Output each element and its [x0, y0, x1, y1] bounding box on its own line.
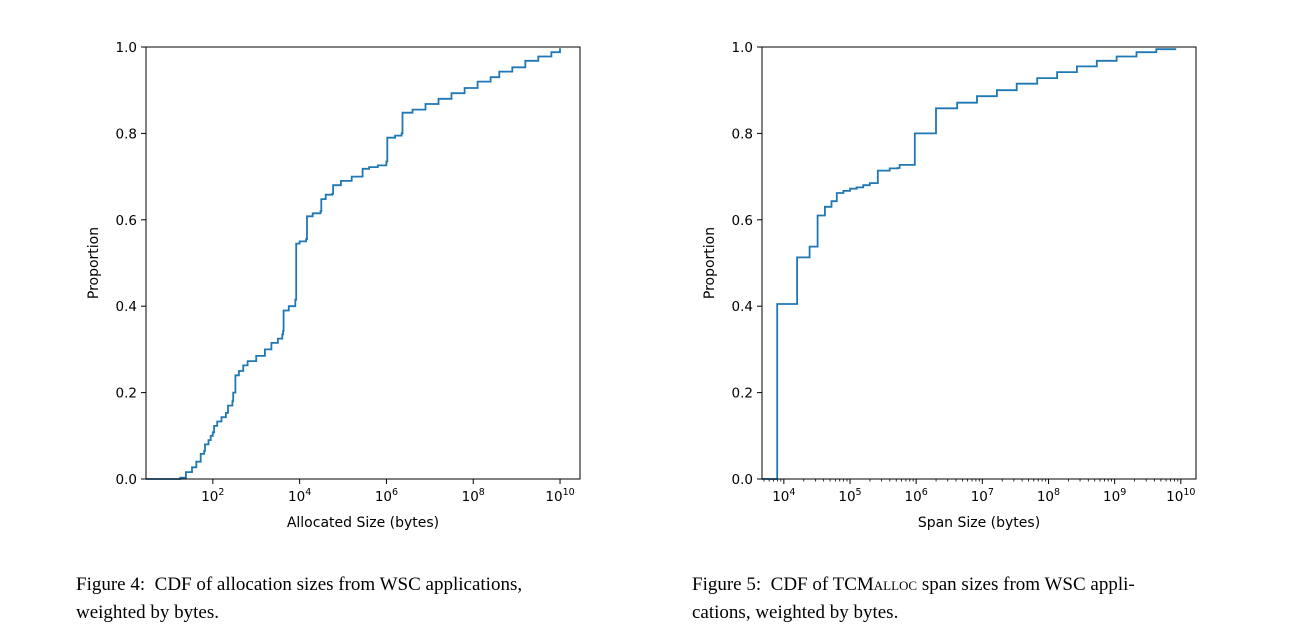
x-tick-exponent: 2 — [218, 487, 224, 498]
x-tick-base: 10 — [772, 489, 789, 505]
figure-4-caption-line-1: Figure 4: CDF of allocation sizes from W… — [76, 571, 656, 599]
x-tick-exponent: 10 — [1183, 487, 1195, 498]
x-tick-label: 108 — [462, 487, 485, 505]
figure-5-ylabel: Proportion — [702, 227, 718, 299]
figure-5-caption-line-2: cations, weighted by bytes. — [692, 602, 899, 623]
y-tick-label: 1.0 — [116, 40, 137, 56]
x-tick-exponent: 7 — [988, 487, 994, 498]
x-tick-label: 104 — [772, 487, 795, 505]
x-tick-label: 106 — [905, 487, 928, 505]
y-tick-label: 0.4 — [732, 299, 753, 315]
y-tick-label: 0.8 — [732, 126, 753, 142]
x-tick-base: 10 — [971, 489, 988, 505]
x-tick-label: 1010 — [1166, 487, 1195, 505]
x-tick-exponent: 5 — [856, 487, 862, 498]
figure-4-caption: Figure 4: CDF of allocation sizes from W… — [76, 571, 656, 627]
x-tick-label: 108 — [1037, 487, 1060, 505]
x-tick-label: 1010 — [545, 487, 574, 505]
x-tick-base: 10 — [545, 489, 562, 505]
y-tick-label: 0.6 — [732, 213, 753, 229]
figure-4-caption-label: Figure 4: — [76, 574, 146, 595]
figure-4-xlabel: Allocated Size (bytes) — [287, 515, 439, 531]
figure-4-caption-text: CDF of allocation sizes from WSC applica… — [154, 574, 523, 595]
x-tick-base: 10 — [375, 489, 392, 505]
y-tick-label: 0.6 — [116, 213, 137, 229]
x-tick-exponent: 10 — [563, 487, 575, 498]
x-tick-exponent: 8 — [479, 487, 485, 498]
figure-5-caption-prefix: CDF of TCM — [770, 574, 874, 595]
x-tick-exponent: 9 — [1120, 487, 1126, 498]
cdf-series-line — [762, 48, 1177, 480]
y-tick-label: 0.2 — [116, 386, 137, 402]
x-tick-exponent: 6 — [392, 487, 398, 498]
axes-frame — [145, 46, 581, 480]
x-tick-base: 10 — [201, 489, 218, 505]
x-tick-label: 105 — [838, 487, 861, 505]
axes-frame — [761, 46, 1197, 480]
x-tick-base: 10 — [462, 489, 479, 505]
x-tick-label: 104 — [288, 487, 311, 505]
figure-5-caption: Figure 5: CDF of TCMalloc span sizes fro… — [692, 571, 1272, 627]
figure-5-caption-line-1: Figure 5: CDF of TCMalloc span sizes fro… — [692, 571, 1272, 599]
x-tick-base: 10 — [1166, 489, 1183, 505]
x-tick-label: 107 — [971, 487, 994, 505]
y-tick-label: 0.4 — [116, 299, 137, 315]
y-tick-label: 0.0 — [116, 472, 137, 488]
cdf-series-line — [146, 48, 561, 480]
x-tick-exponent: 8 — [1054, 487, 1060, 498]
x-tick-base: 10 — [1103, 489, 1120, 505]
x-tick-label: 106 — [375, 487, 398, 505]
figure-5-xlabel: Span Size (bytes) — [918, 515, 1040, 531]
x-tick-label: 109 — [1103, 487, 1126, 505]
y-tick-label: 0.2 — [732, 386, 753, 402]
x-tick-exponent: 4 — [305, 487, 311, 498]
figure-4-ylabel: Proportion — [86, 227, 102, 299]
y-tick-label: 1.0 — [732, 40, 753, 56]
x-tick-exponent: 4 — [789, 487, 795, 498]
x-tick-base: 10 — [838, 489, 855, 505]
x-tick-base: 10 — [288, 489, 305, 505]
x-tick-label: 102 — [201, 487, 224, 505]
x-tick-base: 10 — [1037, 489, 1054, 505]
x-tick-exponent: 6 — [922, 487, 928, 498]
figure-5-caption-label: Figure 5: — [692, 574, 762, 595]
y-tick-label: 0.8 — [116, 126, 137, 142]
figure-5-caption-suffix: span sizes from WSC appli- — [917, 574, 1135, 595]
figure-5-caption-tcmalloc-smallcaps: alloc — [873, 574, 918, 595]
y-tick-label: 0.0 — [732, 472, 753, 488]
x-tick-base: 10 — [905, 489, 922, 505]
figure-4-caption-line-2: weighted by bytes. — [76, 602, 220, 623]
